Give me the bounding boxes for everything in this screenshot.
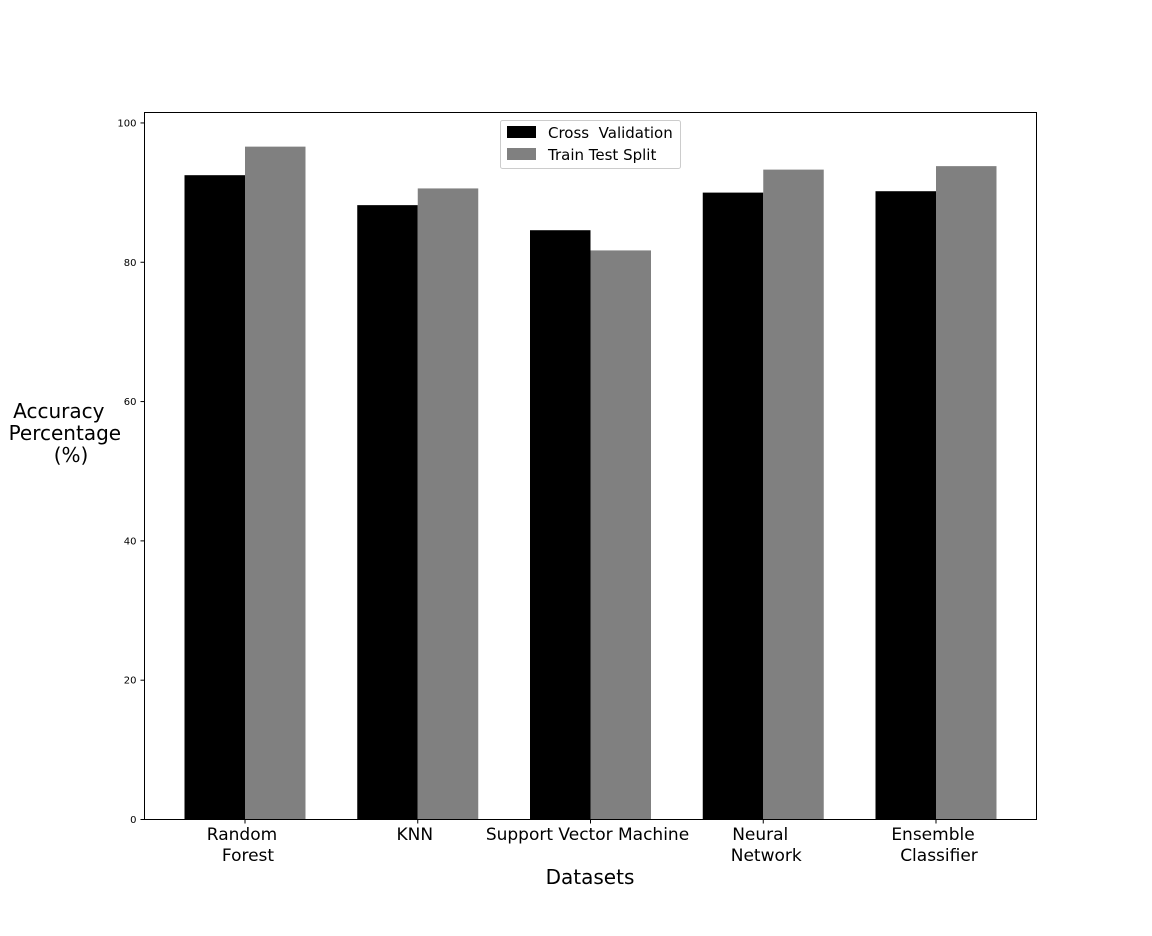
bar-cross-validation-0	[184, 175, 245, 820]
x-category-label-4: Ensemble Classifier	[891, 825, 977, 866]
legend-label-train-test-split: Train Test Split	[547, 146, 656, 164]
bar-cross-validation-2	[530, 230, 591, 820]
x-category-label-line: Random	[207, 825, 277, 845]
bar-cross-validation-4	[875, 191, 936, 820]
legend: Cross Validation Train Test Split	[500, 120, 681, 169]
x-category-label-line: Ensemble	[891, 825, 974, 845]
legend-box	[500, 120, 681, 169]
x-category-label-line: KNN	[396, 825, 433, 845]
x-category-label-line: Classifier	[900, 846, 978, 866]
x-category-label-3: Neural Network	[731, 825, 802, 866]
bar-cross-validation-3	[702, 192, 764, 820]
bar-cross-validation-1	[357, 205, 418, 820]
x-category-label-line: Support Vector Machine	[486, 825, 689, 845]
y-tick-label-60: 60	[124, 397, 137, 408]
x-axis: Random Forest KNN Support Vector Machine Neu…	[207, 819, 978, 866]
bar-train-test-split-2	[590, 250, 651, 820]
y-axis-title-line-2: Percentage	[9, 421, 122, 445]
bar-train-test-split-4	[936, 166, 997, 820]
x-category-label-0: Random Forest	[207, 825, 277, 866]
y-axis-title-line-3: (%)	[54, 443, 89, 467]
y-tick-label-100: 100	[117, 118, 136, 129]
y-axis: 0 20 40 60 80 100	[117, 118, 145, 826]
y-axis-title-line-1: Accuracy	[13, 399, 104, 423]
y-axis-title: Accuracy Percentage (%)	[9, 399, 128, 467]
x-category-label-line: Network	[731, 846, 802, 866]
legend-swatch-cross-validation	[507, 126, 536, 138]
x-category-label-line: Forest	[222, 846, 275, 866]
legend-label-cross-validation: Cross Validation	[548, 124, 673, 142]
x-category-label-1: KNN	[396, 825, 433, 845]
x-axis-title: Datasets	[546, 865, 635, 889]
bar-train-test-split-1	[417, 188, 479, 820]
y-tick-label-80: 80	[124, 258, 137, 269]
x-category-label-line: Neural	[732, 825, 788, 845]
bar-train-test-split-3	[763, 169, 824, 820]
y-tick-label-20: 20	[124, 676, 137, 687]
bars-group	[184, 146, 997, 820]
bar-train-test-split-0	[245, 146, 306, 820]
legend-swatch-train-test-split	[507, 148, 536, 160]
x-category-label-2: Support Vector Machine	[486, 825, 689, 845]
y-tick-label-40: 40	[124, 536, 137, 547]
y-tick-label-0: 0	[130, 815, 136, 826]
